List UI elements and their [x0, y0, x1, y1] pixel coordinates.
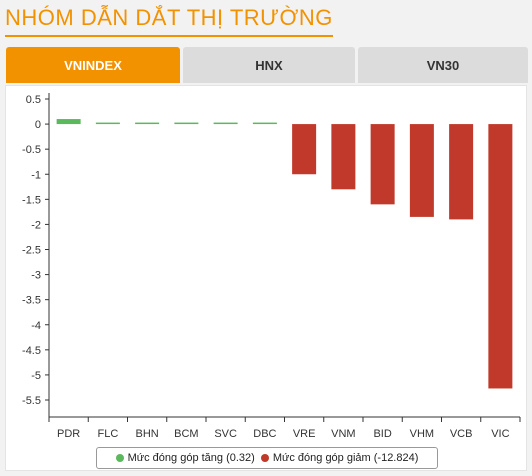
y-tick-label: -0.5	[22, 144, 41, 156]
x-tick-label: PDR	[57, 428, 80, 440]
chart-frame: 0.5 0 -0.5 -1 -1.5 -2 -2.5 -3 -3.5 -4 -4.5 -5 -5.5 PD…	[5, 85, 527, 471]
y-tick-label: 0	[35, 119, 41, 131]
x-tick-label: VRE	[293, 428, 316, 440]
bar-vic	[488, 124, 513, 389]
chart-legend: Mức đóng góp tăng (0.32) Mức đóng góp gi…	[96, 447, 438, 469]
bar-vhm	[409, 124, 434, 217]
x-tick-label: BID	[373, 428, 391, 440]
bar-flc	[95, 122, 120, 125]
x-tick-label: BCM	[174, 428, 198, 440]
y-tick-label: -5.5	[22, 395, 41, 407]
legend-label-increase: Mức đóng góp tăng (0.32)	[127, 452, 255, 464]
bar-vcb	[449, 124, 474, 220]
y-tick-label: -2.5	[22, 245, 41, 257]
tab-vnindex[interactable]: VNINDEX	[6, 47, 180, 83]
contribution-bar-chart: 0.5 0 -0.5 -1 -1.5 -2 -2.5 -3 -3.5 -4 -4.5 -5 -5.5 PD…	[22, 93, 521, 440]
decrease-dot-icon	[260, 454, 269, 462]
y-tick-label: -1.5	[22, 194, 41, 206]
x-tick-label: VCB	[450, 428, 473, 440]
x-tick-label: BHN	[136, 428, 159, 440]
bar-svc	[213, 122, 238, 125]
tab-hnx[interactable]: HNX	[183, 47, 355, 83]
y-tick-label: -5	[31, 370, 41, 382]
x-tick-label: DBC	[253, 428, 276, 440]
index-tabs: VNINDEX HNX VN30	[6, 47, 528, 83]
legend-item-decrease[interactable]: Mức đóng góp giảm (-12.824)	[260, 452, 419, 464]
x-tick-label: VHM	[410, 428, 434, 440]
y-tick-label: -4	[31, 320, 41, 332]
y-tick-label: 0.5	[26, 94, 41, 106]
x-tick-label: SVC	[214, 428, 237, 440]
y-tick-label: -4.5	[22, 345, 41, 357]
bar-bhn	[135, 122, 160, 125]
bar-pdr	[56, 119, 81, 125]
bar-bid	[370, 124, 395, 205]
x-tick-label: FLC	[97, 428, 118, 440]
page-title: NHÓM DẪN DẮT THỊ TRƯỜNG	[5, 4, 333, 37]
title-block: NHÓM DẪN DẮT THỊ TRƯỜNG	[5, 4, 333, 37]
increase-dot-icon	[115, 454, 124, 462]
y-tick-label: -3.5	[22, 295, 41, 307]
bar-vnm	[331, 124, 356, 190]
x-tick-label: VNM	[331, 428, 355, 440]
bar-dbc	[252, 122, 277, 125]
y-tick-label: -1	[31, 169, 41, 181]
x-tick-label: VIC	[491, 428, 509, 440]
bar-vre	[292, 124, 317, 175]
y-tick-label: -2	[31, 219, 41, 231]
y-tick-label: -3	[31, 270, 41, 282]
legend-item-increase[interactable]: Mức đóng góp tăng (0.32)	[115, 452, 255, 464]
tab-vn30[interactable]: VN30	[358, 47, 528, 83]
bar-bcm	[174, 122, 199, 125]
legend-label-decrease: Mức đóng góp giảm (-12.824)	[272, 452, 419, 464]
